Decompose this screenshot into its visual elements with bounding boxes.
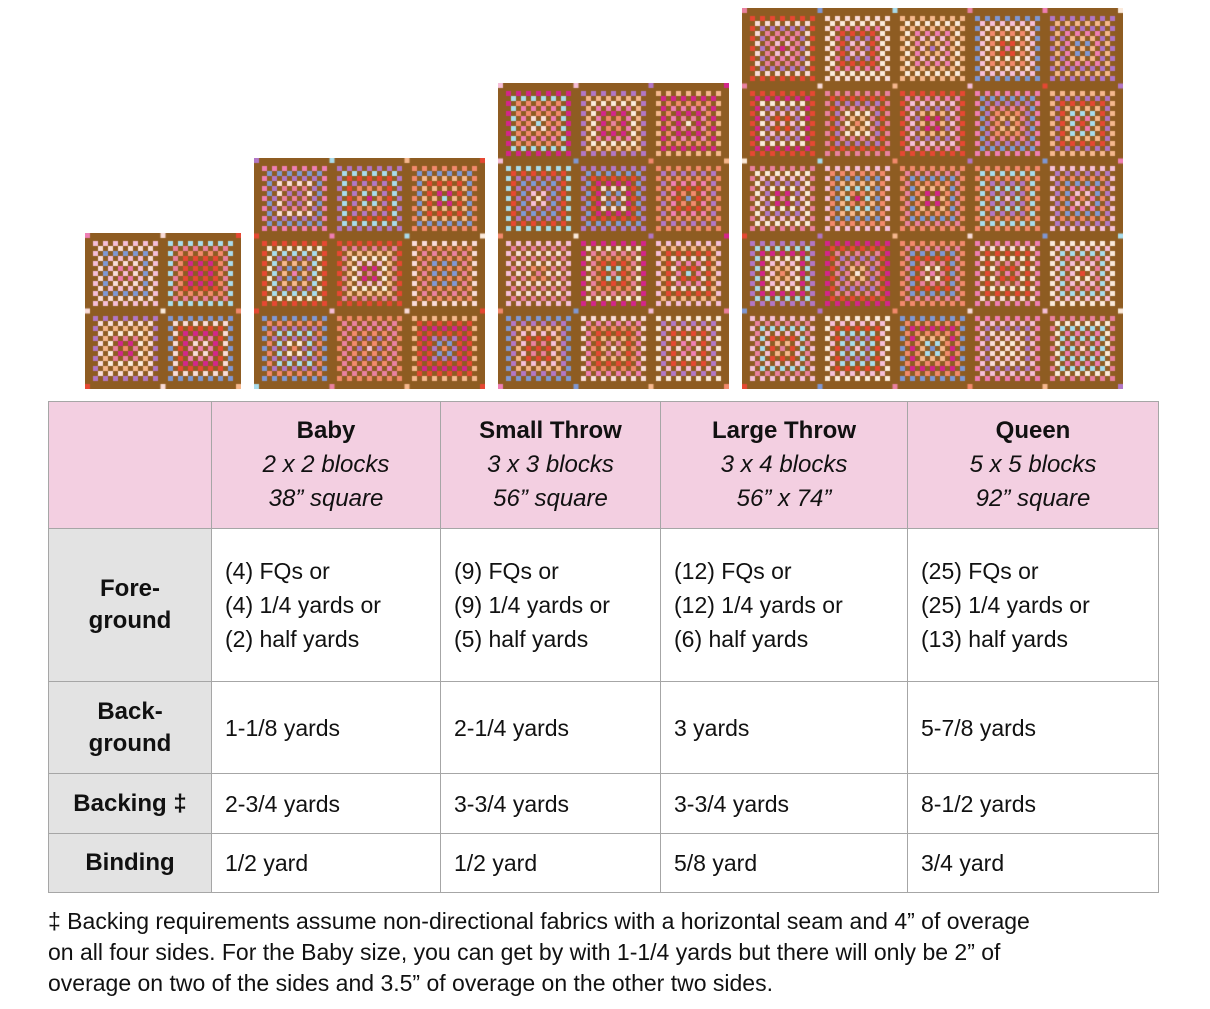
column-blocks: 5 x 5 blocks	[969, 451, 1097, 478]
row-label-binding: Binding	[48, 833, 212, 893]
row-label-background: Back- ground	[48, 681, 212, 774]
column-size: 56” x 74”	[736, 485, 832, 512]
cell-binding-queen: 3/4 yard	[907, 833, 1159, 893]
table-header-row: Baby 2 x 2 blocks 38” square Small Throw…	[48, 401, 1159, 529]
column-header-queen: Queen 5 x 5 blocks 92” square	[907, 401, 1159, 529]
cell-backing-large-throw: 3-3/4 yards	[660, 773, 908, 834]
column-header-large-throw: Large Throw 3 x 4 blocks 56” x 74”	[660, 401, 908, 529]
fabric-requirements-table: Baby 2 x 2 blocks 38” square Small Throw…	[48, 401, 1159, 893]
row-label-backing: Backing ‡	[48, 773, 212, 834]
cell-background-small-throw: 2-1/4 yards	[440, 681, 661, 774]
quilt-queen-image	[742, 8, 1123, 389]
cell-foreground-large-throw: (12) FQs or (12) 1/4 yards or (6) half y…	[660, 528, 908, 682]
quilt-mockup-row	[85, 8, 1158, 389]
cell-binding-large-throw: 5/8 yard	[660, 833, 908, 893]
cell-backing-queen: 8-1/2 yards	[907, 773, 1159, 834]
column-blocks: 2 x 2 blocks	[262, 451, 390, 478]
cell-background-large-throw: 3 yards	[660, 681, 908, 774]
cell-background-queen: 5-7/8 yards	[907, 681, 1159, 774]
table-row-foreground: Fore- ground (4) FQs or (4) 1/4 yards or…	[48, 528, 1159, 682]
cell-foreground-baby: (4) FQs or (4) 1/4 yards or (2) half yar…	[211, 528, 441, 682]
column-blocks: 3 x 3 blocks	[487, 451, 614, 478]
cell-background-baby: 1-1/8 yards	[211, 681, 441, 774]
quilt-large-throw-image	[498, 83, 729, 389]
table-row-binding: Binding 1/2 yard 1/2 yard 5/8 yard 3/4 y…	[48, 833, 1159, 893]
table-row-background: Back- ground 1-1/8 yards 2-1/4 yards 3 y…	[48, 681, 1159, 774]
column-name: Baby	[296, 417, 356, 444]
cell-binding-baby: 1/2 yard	[211, 833, 441, 893]
corner-cell	[48, 401, 212, 529]
cell-foreground-queen: (25) FQs or (25) 1/4 yards or (13) half …	[907, 528, 1159, 682]
column-name: Small Throw	[479, 417, 622, 444]
column-size: 38” square	[268, 485, 384, 512]
column-blocks: 3 x 4 blocks	[720, 451, 848, 478]
column-name: Queen	[995, 417, 1071, 444]
column-size: 56” square	[493, 485, 608, 512]
backing-footnote: ‡ Backing requirements assume non-direct…	[48, 908, 1030, 996]
cell-backing-small-throw: 3-3/4 yards	[440, 773, 661, 834]
quilt-baby-image	[85, 233, 241, 389]
column-header-baby: Baby 2 x 2 blocks 38” square	[211, 401, 441, 529]
cell-binding-small-throw: 1/2 yard	[440, 833, 661, 893]
column-header-small-throw: Small Throw 3 x 3 blocks 56” square	[440, 401, 661, 529]
column-size: 92” square	[975, 485, 1091, 512]
cell-backing-baby: 2-3/4 yards	[211, 773, 441, 834]
table-row-backing: Backing ‡ 2-3/4 yards 3-3/4 yards 3-3/4 …	[48, 773, 1159, 834]
column-name: Large Throw	[711, 417, 856, 444]
row-label-foreground: Fore- ground	[48, 528, 212, 682]
cell-foreground-small-throw: (9) FQs or (9) 1/4 yards or (5) half yar…	[440, 528, 661, 682]
quilt-small-throw-image	[254, 158, 485, 389]
